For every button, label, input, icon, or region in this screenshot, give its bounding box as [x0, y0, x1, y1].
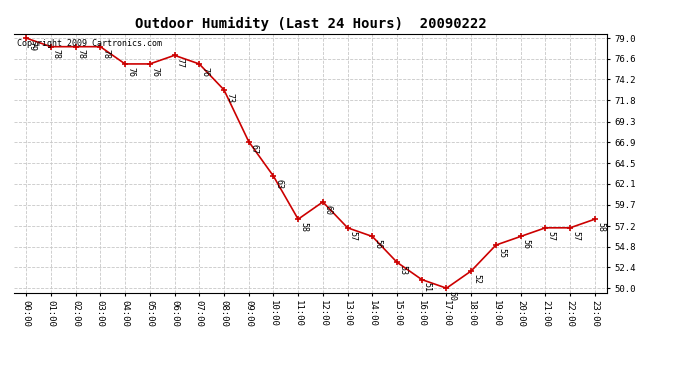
Text: Copyright 2009 Cartronics.com: Copyright 2009 Cartronics.com: [17, 39, 161, 48]
Text: 76: 76: [126, 67, 135, 77]
Text: 53: 53: [398, 265, 407, 275]
Text: 60: 60: [324, 205, 333, 215]
Text: 51: 51: [423, 282, 432, 292]
Text: 57: 57: [348, 231, 357, 241]
Text: 56: 56: [373, 239, 382, 249]
Text: 55: 55: [497, 248, 506, 258]
Text: 50: 50: [448, 291, 457, 301]
Text: 78: 78: [52, 50, 61, 60]
Text: 63: 63: [275, 179, 284, 189]
Text: 58: 58: [299, 222, 308, 232]
Text: 57: 57: [571, 231, 580, 241]
Text: 56: 56: [522, 239, 531, 249]
Text: 79: 79: [27, 41, 36, 51]
Text: 73: 73: [225, 93, 234, 103]
Text: 52: 52: [472, 274, 481, 284]
Text: 78: 78: [101, 50, 110, 60]
Text: 76: 76: [151, 67, 160, 77]
Text: 76: 76: [200, 67, 209, 77]
Title: Outdoor Humidity (Last 24 Hours)  20090222: Outdoor Humidity (Last 24 Hours) 2009022…: [135, 17, 486, 31]
Text: 77: 77: [175, 58, 184, 68]
Text: 67: 67: [250, 144, 259, 154]
Text: 58: 58: [596, 222, 605, 232]
Text: 78: 78: [77, 50, 86, 60]
Text: 57: 57: [546, 231, 555, 241]
